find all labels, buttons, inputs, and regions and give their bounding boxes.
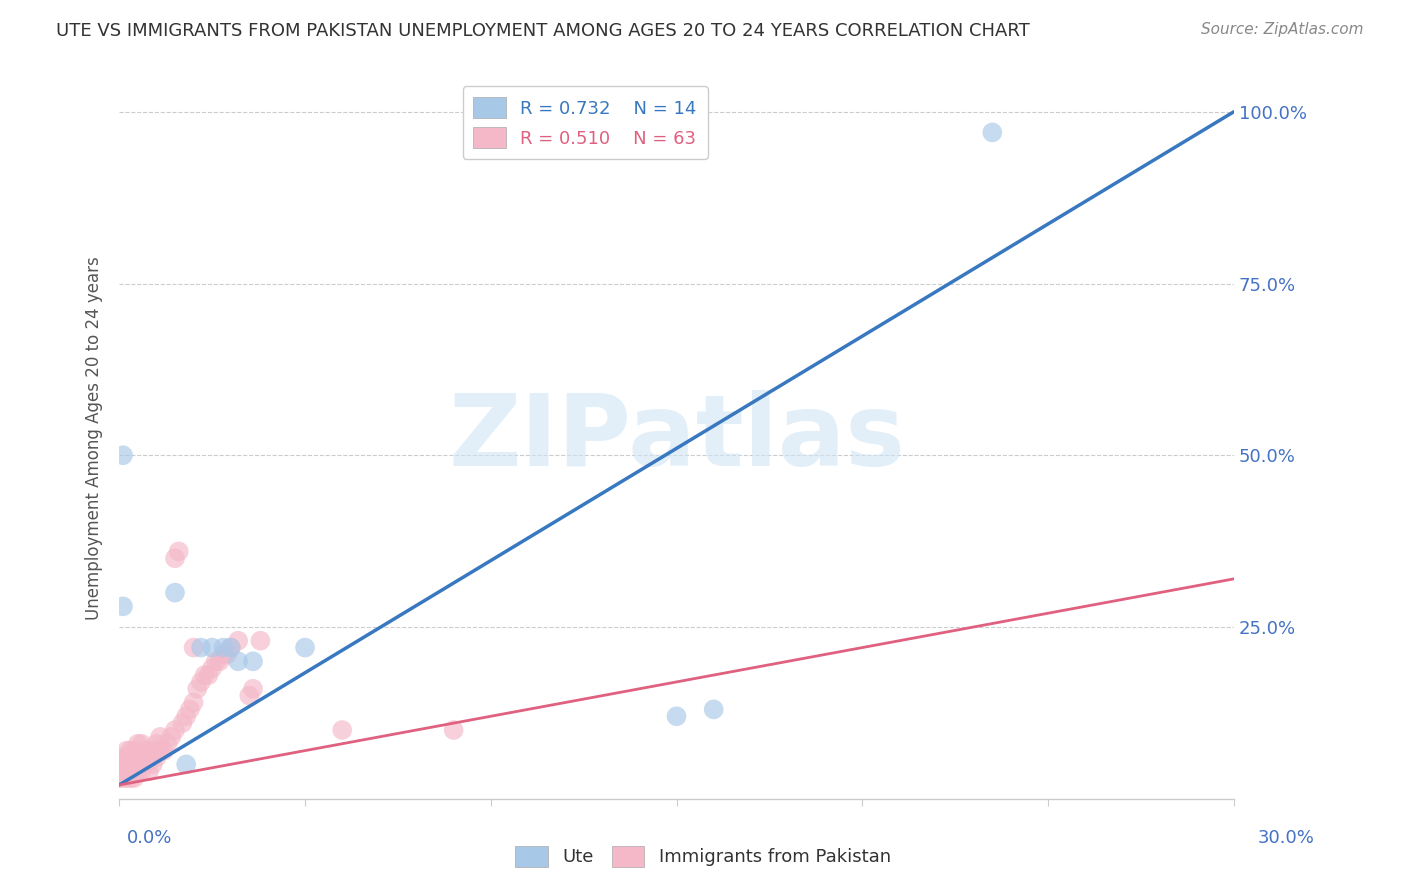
Point [111, 757, 134, 772]
Point [122, 771, 145, 785]
Point [172, 716, 194, 731]
Point [163, 551, 186, 566]
Point [127, 757, 149, 772]
Point [197, 668, 219, 682]
Point [131, 750, 153, 764]
Point [142, 757, 165, 772]
Text: 0.0%: 0.0% [127, 829, 172, 847]
Point [160, 730, 183, 744]
Point [242, 681, 264, 696]
Point [134, 743, 156, 757]
Point [186, 681, 208, 696]
Legend: R = 0.732    N = 14, R = 0.510    N = 63: R = 0.732 N = 14, R = 0.510 N = 63 [463, 87, 707, 159]
Point [115, 743, 138, 757]
Point [149, 743, 172, 757]
Point [190, 640, 212, 655]
Point [665, 709, 688, 723]
Point [183, 696, 205, 710]
Point [201, 661, 224, 675]
Point [215, 648, 238, 662]
Point [127, 764, 149, 779]
Point [115, 764, 138, 779]
Point [127, 750, 149, 764]
Point [212, 648, 235, 662]
Point [111, 599, 134, 614]
Point [205, 654, 228, 668]
Point [108, 764, 131, 779]
Point [330, 723, 353, 737]
Point [219, 640, 242, 655]
Point [201, 640, 224, 655]
Point [131, 737, 153, 751]
Point [219, 640, 242, 655]
Point [115, 757, 138, 772]
Point [242, 654, 264, 668]
Point [108, 771, 131, 785]
Point [145, 737, 167, 751]
Text: UTE VS IMMIGRANTS FROM PAKISTAN UNEMPLOYMENT AMONG AGES 20 TO 24 YEARS CORRELATI: UTE VS IMMIGRANTS FROM PAKISTAN UNEMPLOY… [56, 22, 1031, 40]
Point [120, 764, 142, 779]
Text: ZIPatlas: ZIPatlas [449, 390, 905, 486]
Point [153, 743, 176, 757]
Point [111, 750, 134, 764]
Point [122, 743, 145, 757]
Point [163, 723, 186, 737]
Point [294, 640, 316, 655]
Point [142, 743, 165, 757]
Point [212, 640, 235, 655]
Legend: Ute, Immigrants from Pakistan: Ute, Immigrants from Pakistan [508, 838, 898, 874]
Point [145, 750, 167, 764]
Point [703, 702, 725, 716]
Point [127, 737, 149, 751]
Point [981, 125, 1004, 139]
Point [120, 743, 142, 757]
Point [208, 654, 231, 668]
Point [122, 757, 145, 772]
Point [226, 654, 249, 668]
Point [226, 633, 249, 648]
Text: 30.0%: 30.0% [1258, 829, 1315, 847]
Point [111, 764, 134, 779]
Text: Source: ZipAtlas.com: Source: ZipAtlas.com [1201, 22, 1364, 37]
Point [194, 668, 217, 682]
Point [149, 730, 172, 744]
Point [111, 771, 134, 785]
Point [120, 750, 142, 764]
Point [120, 757, 142, 772]
Point [238, 689, 260, 703]
Point [131, 764, 153, 779]
Point [179, 702, 201, 716]
Point [111, 448, 134, 462]
Point [134, 757, 156, 772]
Point [249, 633, 271, 648]
Point [163, 585, 186, 599]
Point [167, 544, 190, 558]
Point [156, 737, 179, 751]
Point [115, 750, 138, 764]
Point [174, 709, 197, 723]
Point [120, 771, 142, 785]
Point [138, 764, 160, 779]
Y-axis label: Unemployment Among Ages 20 to 24 years: Unemployment Among Ages 20 to 24 years [86, 256, 103, 620]
Point [183, 640, 205, 655]
Point [138, 750, 160, 764]
Point [174, 757, 197, 772]
Point [190, 674, 212, 689]
Point [443, 723, 465, 737]
Point [115, 771, 138, 785]
